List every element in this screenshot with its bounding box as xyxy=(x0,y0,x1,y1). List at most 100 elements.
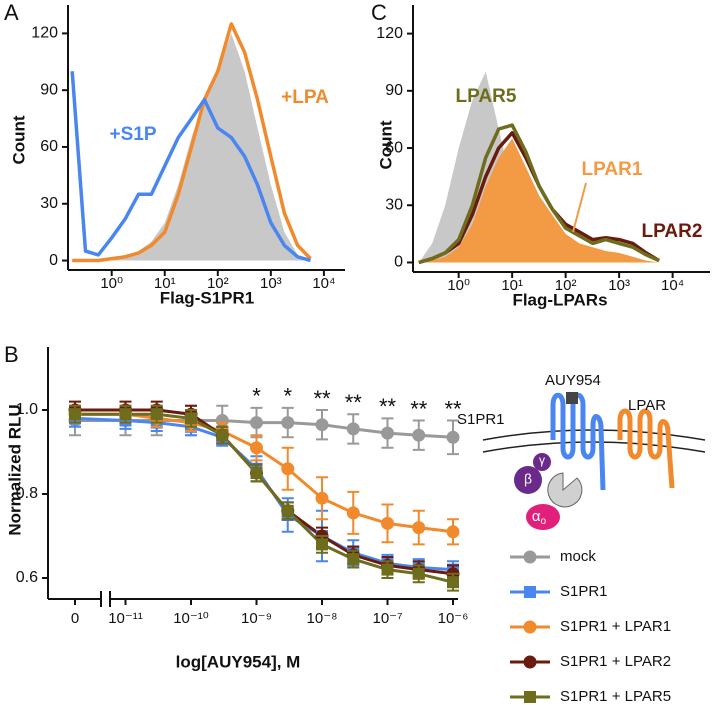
y-tick-label: 90 xyxy=(385,82,403,99)
data-point xyxy=(447,576,459,589)
data-point xyxy=(412,428,426,442)
legend-label: S1PR1 + LPAR2 xyxy=(560,653,671,670)
data-point xyxy=(381,516,394,530)
legend-marker xyxy=(523,550,537,564)
x-tick-label: 10⁻¹⁰ xyxy=(173,610,209,627)
histogram-line xyxy=(418,123,660,265)
series-label: LPAR2 xyxy=(642,221,703,242)
series-label: +LPA xyxy=(281,87,329,108)
y-tick-label: 1.0 xyxy=(16,401,38,418)
histogram-line xyxy=(72,22,312,263)
x-tick-label: 10¹ xyxy=(154,275,176,292)
x-tick-label: 10⁴ xyxy=(312,275,335,292)
x-tick-label: 10³ xyxy=(260,275,282,292)
x-tick-label: 10¹ xyxy=(501,277,523,294)
data-point xyxy=(412,567,425,580)
receptor1-label: S1PR1 xyxy=(457,411,505,428)
data-point xyxy=(119,408,132,421)
data-point xyxy=(381,563,394,576)
y-tick-label: 60 xyxy=(40,138,58,155)
significance-label: ** xyxy=(410,396,428,421)
data-point xyxy=(446,525,460,539)
y-tick-label: 30 xyxy=(385,196,403,213)
significance-label: ** xyxy=(345,390,363,415)
data-point xyxy=(250,467,263,479)
histogram-line xyxy=(70,71,311,263)
data-point xyxy=(281,416,295,430)
data-point xyxy=(281,462,295,476)
y-tick-label: 120 xyxy=(376,25,403,42)
fit-line xyxy=(75,412,454,534)
x-tick-label: 10⁻⁸ xyxy=(307,610,338,627)
y-tick-label: 0 xyxy=(394,254,403,271)
legend-marker xyxy=(523,620,537,634)
data-point xyxy=(216,429,229,442)
data-point xyxy=(381,426,394,440)
beta-label: β xyxy=(524,471,532,487)
x-tick-label: 10⁰ xyxy=(100,275,123,292)
y-axis-label: Count xyxy=(376,120,395,169)
receptor-lpar xyxy=(617,408,675,489)
alpha-label: αo xyxy=(532,508,547,527)
x-axis-label: Flag-S1PR1 xyxy=(160,288,254,307)
y-tick-label: 120 xyxy=(31,25,58,42)
data-point xyxy=(346,506,360,520)
x-tick-label: 10² xyxy=(207,275,229,292)
x-tick-label: 10⁻⁷ xyxy=(372,610,402,627)
y-axis-label: Normalized RLU xyxy=(5,404,24,535)
data-point xyxy=(315,491,329,505)
data-point xyxy=(215,414,229,427)
y-tick-label: 0.8 xyxy=(16,485,38,502)
ligand-label: AUY954 xyxy=(545,372,601,389)
panel: A Count Flag-S1PR1 0 30 60 90 120 10⁰ 10¹ 10² 10³ 10… xyxy=(4,0,345,307)
legend-label: mock xyxy=(560,548,596,565)
beta-subunit xyxy=(514,466,542,494)
panel-letter: B xyxy=(4,342,19,367)
legend-label: S1PR1 xyxy=(560,583,608,600)
series-label: LPAR5 xyxy=(456,86,517,107)
data-point xyxy=(250,416,263,430)
series-label: +S1P xyxy=(109,124,156,145)
y-tick-label: 0.6 xyxy=(16,569,38,586)
x-tick-label: 10⁻⁹ xyxy=(241,610,272,627)
data-point xyxy=(316,538,328,551)
fit-line xyxy=(75,412,454,584)
panel: B Normalized RLU log[AUY954], M 0.6 0.8 1.0 0 1… xyxy=(4,342,671,705)
data-point xyxy=(250,441,263,455)
legend-marker xyxy=(523,655,537,669)
diagram: AUY954 S1PR1 LPAR γ β αo xyxy=(457,372,706,530)
significance-label: * xyxy=(252,384,261,409)
y-axis-label: Count xyxy=(9,115,28,164)
fit-line xyxy=(74,416,454,572)
histogram-area xyxy=(418,138,660,263)
receptor2-label: LPAR xyxy=(628,397,666,414)
data-point xyxy=(69,408,81,421)
y-tick-label: 90 xyxy=(40,81,58,98)
significance-label: ** xyxy=(444,396,462,421)
gamma-subunit xyxy=(533,453,551,471)
alpha-symbol: α xyxy=(532,508,541,525)
alpha-subunit xyxy=(526,504,560,530)
x-tick-label: 10² xyxy=(555,277,577,294)
data-point xyxy=(446,430,460,444)
legend-label: S1PR1 + LPAR5 xyxy=(560,688,671,705)
data-point xyxy=(185,412,197,425)
panel-letter: A xyxy=(4,0,19,25)
data-point xyxy=(315,418,329,432)
panel-letter: C xyxy=(371,0,387,25)
significance-label: ** xyxy=(379,394,397,419)
significance-label: ** xyxy=(313,386,331,411)
data-point xyxy=(346,422,360,436)
significance-label: * xyxy=(283,384,292,409)
y-tick-label: 0 xyxy=(49,252,58,269)
legend-label: S1PR1 + LPAR1 xyxy=(560,618,671,635)
x-axis-label: Flag-LPARs xyxy=(512,290,607,309)
y-tick-label: 60 xyxy=(385,139,403,156)
label-pointer xyxy=(572,182,587,233)
x-tick-label: 10⁴ xyxy=(661,277,684,294)
x-tick-label: 10³ xyxy=(608,277,630,294)
alpha-subscript: o xyxy=(541,516,547,527)
data-point xyxy=(347,553,360,566)
data-point xyxy=(281,504,294,517)
